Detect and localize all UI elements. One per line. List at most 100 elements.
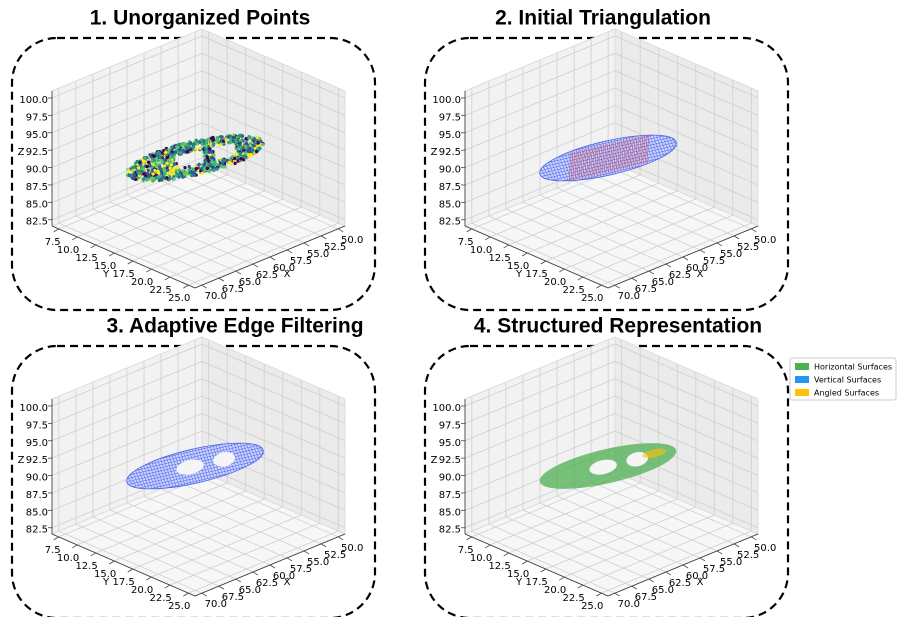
tick-mark	[717, 551, 722, 554]
z-tick-label: 87.5	[439, 182, 461, 193]
tick-mark	[751, 229, 756, 232]
tick-mark	[54, 229, 59, 232]
tick-mark	[504, 553, 509, 556]
z-tick-label: 87.5	[26, 490, 48, 501]
tick-mark	[72, 545, 77, 548]
z-tick-label: 90.0	[26, 165, 48, 176]
tick-mark	[165, 277, 170, 280]
panel: 3. Adaptive Edge Filtering50.052.555.057…	[12, 315, 375, 617]
z-tick-label: 87.5	[26, 182, 48, 193]
x-axis-label: X	[284, 269, 291, 280]
panel-title: 4. Structured Representation	[474, 315, 762, 338]
y-tick-label: 25.0	[168, 601, 190, 612]
tick-mark	[751, 537, 756, 540]
y-axis-label: Y	[515, 577, 523, 588]
y-tick-label: 25.0	[581, 293, 603, 304]
z-tick-label: 90.0	[26, 473, 48, 484]
z-tick-label: 82.5	[26, 217, 48, 228]
tick-mark	[183, 285, 188, 288]
tick-mark	[467, 229, 472, 232]
z-tick-label: 95.0	[26, 438, 48, 449]
tick-mark	[649, 579, 654, 582]
z-axis-label: Z	[431, 147, 438, 158]
tick-mark	[615, 593, 620, 596]
tick-mark	[91, 245, 96, 248]
tick-mark	[522, 561, 527, 564]
z-tick-label: 90.0	[439, 165, 461, 176]
tick-mark	[202, 593, 207, 596]
z-tick-label: 95.0	[26, 130, 48, 141]
tick-mark	[219, 586, 224, 589]
legend-label: Horizontal Surfaces	[814, 363, 892, 372]
tick-mark	[202, 285, 207, 288]
tick-mark	[596, 593, 601, 596]
legend-swatch	[795, 389, 809, 396]
z-tick-label: 97.5	[26, 112, 48, 123]
tick-mark	[559, 577, 564, 580]
tick-mark	[467, 537, 472, 540]
z-tick-label: 92.5	[26, 455, 48, 466]
tick-mark	[666, 264, 671, 267]
tick-mark	[304, 243, 309, 246]
tick-mark	[72, 237, 77, 240]
z-tick-label: 85.0	[26, 199, 48, 210]
tick-mark	[270, 565, 275, 568]
tick-mark	[578, 585, 583, 588]
tick-mark	[304, 551, 309, 554]
z-axis-label: Z	[18, 455, 25, 466]
panel-title: 1. Unorganized Points	[90, 7, 311, 30]
z-tick-label: 82.5	[439, 525, 461, 536]
z-axis-label: Z	[431, 455, 438, 466]
z-tick-label: 85.0	[439, 199, 461, 210]
y-axis-label: Y	[102, 577, 110, 588]
tick-mark	[287, 558, 292, 561]
z-tick-label: 92.5	[26, 147, 48, 158]
tick-mark	[504, 245, 509, 248]
z-tick-label: 97.5	[439, 420, 461, 431]
z-tick-label: 95.0	[439, 438, 461, 449]
tick-mark	[541, 569, 546, 572]
tick-mark	[183, 593, 188, 596]
tick-mark	[700, 558, 705, 561]
legend-swatch	[795, 376, 809, 383]
y-tick-label: 25.0	[581, 601, 603, 612]
z-tick-label: 92.5	[439, 147, 461, 158]
tick-mark	[578, 277, 583, 280]
tick-mark	[109, 253, 114, 256]
z-tick-label: 95.0	[439, 130, 461, 141]
z-tick-label: 97.5	[439, 112, 461, 123]
z-tick-label: 100.0	[19, 95, 48, 106]
tick-mark	[253, 264, 258, 267]
tick-mark	[649, 271, 654, 274]
z-tick-label: 85.0	[26, 507, 48, 518]
tick-mark	[338, 537, 343, 540]
tick-mark	[219, 278, 224, 281]
tick-mark	[128, 569, 133, 572]
z-tick-label: 100.0	[432, 403, 461, 414]
tick-mark	[683, 257, 688, 260]
y-axis-label: Y	[515, 269, 523, 280]
legend-swatch	[795, 363, 809, 370]
panel: 2. Initial Triangulation50.052.555.057.5…	[425, 7, 788, 310]
tick-mark	[559, 269, 564, 272]
tick-mark	[485, 237, 490, 240]
z-tick-label: 100.0	[432, 95, 461, 106]
z-tick-label: 87.5	[439, 490, 461, 501]
tick-mark	[128, 261, 133, 264]
tick-mark	[146, 577, 151, 580]
y-tick-label: 25.0	[168, 293, 190, 304]
tick-mark	[700, 250, 705, 253]
x-tick-label: 70.0	[618, 599, 640, 610]
x-tick-label: 70.0	[618, 291, 640, 302]
z-tick-label: 100.0	[19, 403, 48, 414]
z-tick-label: 92.5	[439, 455, 461, 466]
y-axis-label: Y	[102, 269, 110, 280]
tick-mark	[236, 271, 241, 274]
tick-mark	[146, 269, 151, 272]
tick-mark	[683, 565, 688, 568]
z-tick-label: 82.5	[439, 217, 461, 228]
legend-label: Angled Surfaces	[814, 389, 879, 398]
panel-title: 2. Initial Triangulation	[495, 7, 711, 30]
tick-mark	[541, 261, 546, 264]
tick-mark	[596, 285, 601, 288]
